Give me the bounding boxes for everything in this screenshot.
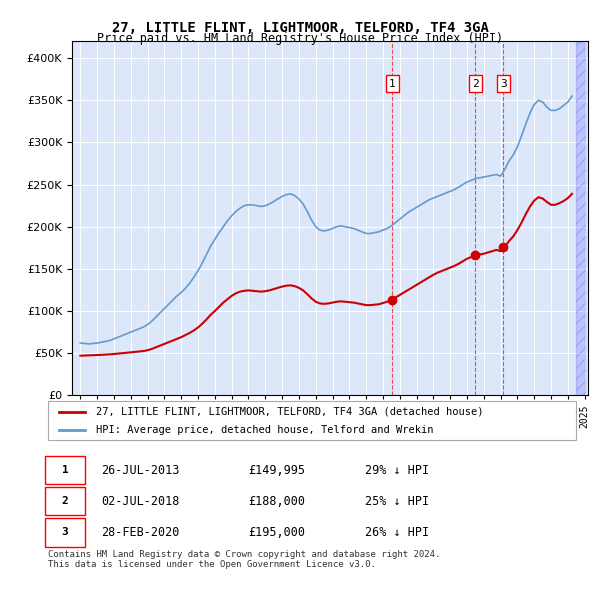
Text: Contains HM Land Registry data © Crown copyright and database right 2024.
This d: Contains HM Land Registry data © Crown c… [48, 550, 440, 569]
Text: 26% ↓ HPI: 26% ↓ HPI [365, 526, 429, 539]
Text: Price paid vs. HM Land Registry's House Price Index (HPI): Price paid vs. HM Land Registry's House … [97, 32, 503, 45]
FancyBboxPatch shape [46, 518, 85, 546]
Text: £149,995: £149,995 [248, 464, 305, 477]
Bar [576, 41, 584, 395]
Text: 25% ↓ HPI: 25% ↓ HPI [365, 495, 429, 508]
Text: 1: 1 [389, 79, 396, 88]
Text: £195,000: £195,000 [248, 526, 305, 539]
FancyBboxPatch shape [46, 487, 85, 516]
Text: HPI: Average price, detached house, Telford and Wrekin: HPI: Average price, detached house, Telf… [95, 425, 433, 435]
Text: 2: 2 [62, 496, 68, 506]
FancyBboxPatch shape [48, 401, 576, 440]
Text: 29% ↓ HPI: 29% ↓ HPI [365, 464, 429, 477]
Text: £188,000: £188,000 [248, 495, 305, 508]
FancyBboxPatch shape [46, 456, 85, 484]
Text: 2: 2 [472, 79, 479, 88]
Text: 26-JUL-2013: 26-JUL-2013 [101, 464, 179, 477]
Text: 1: 1 [62, 465, 68, 475]
Text: 3: 3 [62, 527, 68, 537]
Text: 27, LITTLE FLINT, LIGHTMOOR, TELFORD, TF4 3GA (detached house): 27, LITTLE FLINT, LIGHTMOOR, TELFORD, TF… [95, 407, 483, 417]
Text: 27, LITTLE FLINT, LIGHTMOOR, TELFORD, TF4 3GA: 27, LITTLE FLINT, LIGHTMOOR, TELFORD, TF… [112, 21, 488, 35]
Text: 3: 3 [500, 79, 507, 88]
Text: 28-FEB-2020: 28-FEB-2020 [101, 526, 179, 539]
Text: 02-JUL-2018: 02-JUL-2018 [101, 495, 179, 508]
